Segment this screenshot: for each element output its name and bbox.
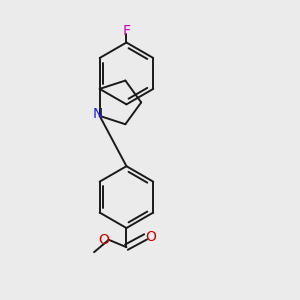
Text: O: O xyxy=(146,230,156,244)
Text: F: F xyxy=(122,24,130,38)
Text: N: N xyxy=(93,107,104,122)
Text: O: O xyxy=(98,233,109,247)
